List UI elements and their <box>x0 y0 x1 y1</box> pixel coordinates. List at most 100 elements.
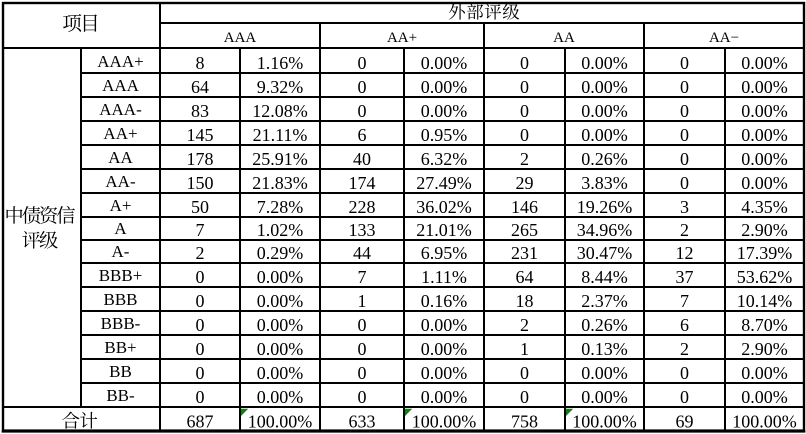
svg-text:150: 150 <box>187 173 214 193</box>
svg-text:BB+: BB+ <box>104 338 136 357</box>
svg-text:0.00%: 0.00% <box>421 315 468 335</box>
svg-text:27.49%: 27.49% <box>416 173 472 193</box>
svg-text:2: 2 <box>680 339 689 359</box>
svg-text:0: 0 <box>680 125 689 145</box>
svg-text:A: A <box>114 219 127 238</box>
svg-text:0.00%: 0.00% <box>581 53 628 73</box>
svg-text:6: 6 <box>358 125 367 145</box>
svg-text:0.00%: 0.00% <box>741 149 788 169</box>
svg-text:BB-: BB- <box>106 386 135 405</box>
svg-text:0.00%: 0.00% <box>741 101 788 121</box>
svg-text:0.00%: 0.00% <box>421 339 468 359</box>
svg-text:17.39%: 17.39% <box>737 243 793 263</box>
svg-text:34.96%: 34.96% <box>577 220 633 240</box>
svg-text:10.14%: 10.14% <box>737 291 793 311</box>
svg-text:1: 1 <box>358 291 367 311</box>
svg-text:0.00%: 0.00% <box>421 77 468 97</box>
svg-text:A+: A+ <box>110 196 132 215</box>
svg-text:0.00%: 0.00% <box>581 363 628 383</box>
svg-text:0: 0 <box>520 101 529 121</box>
svg-text:3: 3 <box>680 197 689 217</box>
svg-text:BBB: BBB <box>103 290 137 309</box>
svg-text:0: 0 <box>520 77 529 97</box>
svg-text:0.00%: 0.00% <box>421 101 468 121</box>
svg-text:265: 265 <box>511 220 538 240</box>
svg-text:2: 2 <box>680 220 689 240</box>
svg-text:100.00%: 100.00% <box>412 412 477 432</box>
svg-text:0: 0 <box>196 315 205 335</box>
svg-text:633: 633 <box>349 412 376 432</box>
svg-text:0.00%: 0.00% <box>741 53 788 73</box>
svg-text:2.90%: 2.90% <box>741 339 788 359</box>
svg-text:0.00%: 0.00% <box>257 387 304 407</box>
svg-text:6: 6 <box>680 315 689 335</box>
svg-text:3.83%: 3.83% <box>581 173 628 193</box>
svg-text:0.00%: 0.00% <box>257 291 304 311</box>
svg-text:0: 0 <box>358 363 367 383</box>
svg-text:64: 64 <box>516 267 534 287</box>
svg-text:2: 2 <box>520 315 529 335</box>
svg-text:8.70%: 8.70% <box>741 315 788 335</box>
svg-text:30.47%: 30.47% <box>577 243 633 263</box>
svg-text:0.00%: 0.00% <box>581 77 628 97</box>
svg-text:0.00%: 0.00% <box>257 315 304 335</box>
svg-text:6.95%: 6.95% <box>421 243 468 263</box>
svg-text:0: 0 <box>358 315 367 335</box>
svg-text:0: 0 <box>520 53 529 73</box>
svg-text:0: 0 <box>358 53 367 73</box>
svg-text:50: 50 <box>191 197 209 217</box>
svg-text:BBB-: BBB- <box>101 314 141 333</box>
svg-text:0.00%: 0.00% <box>421 53 468 73</box>
svg-text:0: 0 <box>358 387 367 407</box>
svg-text:0.00%: 0.00% <box>581 101 628 121</box>
svg-text:0.13%: 0.13% <box>581 339 628 359</box>
svg-text:174: 174 <box>349 173 376 193</box>
svg-text:AAA: AAA <box>102 76 140 95</box>
svg-text:7: 7 <box>196 220 205 240</box>
svg-text:BB: BB <box>109 362 132 381</box>
svg-text:0: 0 <box>196 387 205 407</box>
svg-text:2: 2 <box>520 149 529 169</box>
svg-text:12.08%: 12.08% <box>252 101 308 121</box>
svg-text:0: 0 <box>680 363 689 383</box>
svg-text:146: 146 <box>511 197 538 217</box>
svg-text:18: 18 <box>516 291 534 311</box>
svg-text:2.90%: 2.90% <box>741 220 788 240</box>
svg-text:0.26%: 0.26% <box>581 149 628 169</box>
svg-text:0: 0 <box>520 125 529 145</box>
svg-text:BBB+: BBB+ <box>99 266 143 285</box>
svg-text:0.00%: 0.00% <box>257 339 304 359</box>
svg-text:37: 37 <box>676 267 694 287</box>
svg-text:0.00%: 0.00% <box>421 363 468 383</box>
svg-text:8.44%: 8.44% <box>581 267 628 287</box>
svg-text:0: 0 <box>358 339 367 359</box>
svg-text:19.26%: 19.26% <box>577 197 633 217</box>
svg-text:29: 29 <box>516 173 534 193</box>
svg-text:AAA: AAA <box>224 30 257 46</box>
svg-text:0.00%: 0.00% <box>741 387 788 407</box>
svg-text:0.16%: 0.16% <box>421 291 468 311</box>
svg-text:145: 145 <box>187 125 214 145</box>
svg-text:0.00%: 0.00% <box>741 173 788 193</box>
svg-text:64: 64 <box>191 77 209 97</box>
svg-text:AA: AA <box>108 148 133 167</box>
svg-text:0: 0 <box>196 339 205 359</box>
svg-text:0: 0 <box>680 387 689 407</box>
svg-text:6.32%: 6.32% <box>421 149 468 169</box>
svg-text:7.28%: 7.28% <box>257 197 304 217</box>
svg-text:AA+: AA+ <box>103 124 137 143</box>
svg-text:0.26%: 0.26% <box>581 315 628 335</box>
svg-text:9.32%: 9.32% <box>257 77 304 97</box>
svg-text:40: 40 <box>353 149 371 169</box>
svg-text:53.62%: 53.62% <box>737 267 793 287</box>
svg-text:1.11%: 1.11% <box>421 267 467 287</box>
svg-text:0: 0 <box>680 101 689 121</box>
svg-text:0: 0 <box>680 149 689 169</box>
svg-text:100.00%: 100.00% <box>572 412 637 432</box>
svg-text:0.00%: 0.00% <box>581 125 628 145</box>
svg-text:0: 0 <box>196 363 205 383</box>
svg-text:0: 0 <box>196 267 205 287</box>
svg-text:0: 0 <box>680 53 689 73</box>
svg-text:44: 44 <box>353 243 371 263</box>
svg-text:1.02%: 1.02% <box>257 220 304 240</box>
